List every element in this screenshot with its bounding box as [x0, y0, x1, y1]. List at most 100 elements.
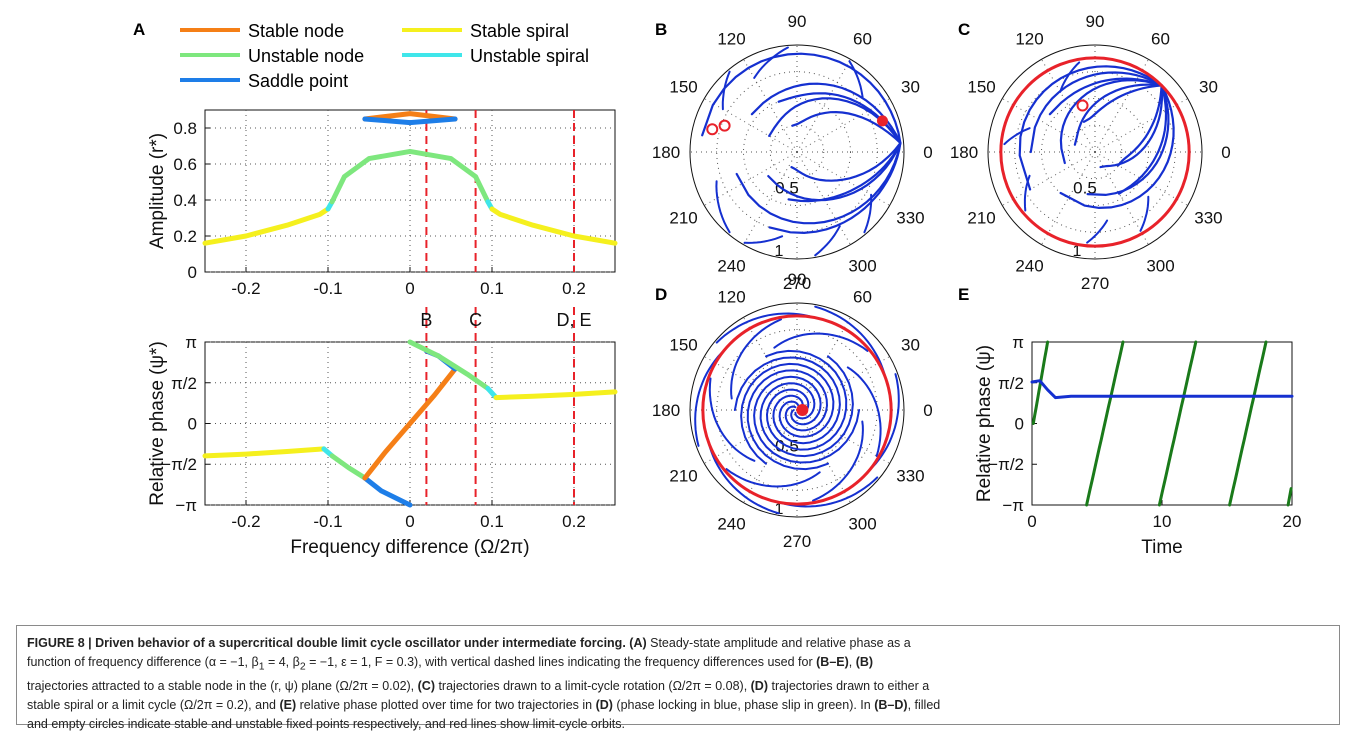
y-tick-label: π — [1012, 333, 1024, 352]
legend-label-saddle-point: Saddle point — [248, 71, 348, 91]
phase-slip-line — [1157, 340, 1198, 507]
figure-caption: FIGURE 8 | Driven behavior of a supercri… — [16, 625, 1340, 731]
stable-fixed-point — [876, 115, 888, 127]
trajectory — [791, 110, 902, 145]
trajectory — [1099, 84, 1164, 169]
amplitude-plot: -0.2 -0.1 0 0.1 0.2 0 0.2 0.4 0.6 0.8 Amplitude (r… — [147, 109, 618, 298]
limit-cycle — [999, 56, 1191, 248]
x-axis-label: Frequency difference (Ω/2π) — [290, 537, 529, 558]
polar-grid-circle — [743, 356, 851, 464]
angle-tick-label: 240 — [1015, 256, 1043, 275]
trajectory — [767, 141, 902, 202]
polar-grid-circle — [1067, 124, 1123, 180]
y-tick-label: 0.6 — [173, 155, 197, 174]
angle-tick-label: 30 — [901, 336, 920, 355]
radial-tick-label: 0.5 — [1073, 178, 1097, 197]
trajectory — [787, 141, 902, 203]
vline-label: B — [420, 310, 432, 330]
angle-tick-label: 300 — [848, 514, 876, 533]
angle-tick-label: 180 — [652, 143, 680, 162]
legend-label-unstable-spiral: Unstable spiral — [470, 46, 589, 66]
trajectory — [1059, 79, 1163, 165]
legend-label-stable-spiral: Stable spiral — [470, 21, 569, 41]
caption-text: = −1, ε = 1, F = 0.3), with vertical das… — [305, 655, 817, 669]
trajectory — [707, 441, 780, 515]
angle-tick-label: 150 — [967, 78, 995, 97]
caption-subscript: 2 — [299, 661, 306, 673]
vline-label: D, E — [556, 310, 591, 330]
caption-text: , filled — [907, 697, 941, 712]
angle-tick-label: 150 — [669, 78, 697, 97]
trajectory — [1139, 195, 1150, 232]
trajectory — [1003, 127, 1031, 146]
polar-grid-circle — [1041, 98, 1149, 206]
trajectory — [1082, 84, 1163, 123]
trajectory — [1073, 83, 1163, 146]
x-tick-label: 0.2 — [562, 512, 586, 531]
caption-text: trajectories drawn to either a — [768, 678, 930, 693]
trajectory — [730, 318, 782, 400]
trajectory — [868, 373, 900, 472]
angle-tick-label: 120 — [717, 30, 745, 49]
trajectory — [725, 468, 821, 488]
angle-tick-label: 210 — [669, 209, 697, 228]
angle-tick-label: 240 — [717, 514, 745, 533]
trajectory — [1023, 174, 1031, 212]
trajectory — [768, 141, 902, 235]
trajectory — [814, 225, 841, 257]
polar-grid-spoke — [796, 59, 851, 153]
trajectory — [721, 70, 731, 111]
y-tick-label: π — [185, 333, 197, 352]
y-tick-label: π/2 — [171, 374, 197, 393]
trajectory — [814, 305, 887, 379]
phase-slip-line — [1228, 340, 1268, 507]
y-tick-label: 0.2 — [173, 227, 197, 246]
caption-text: function of frequency difference (α = −1… — [27, 655, 259, 669]
series-unstable-node — [329, 453, 368, 481]
caption-line-3: trajectories attracted to a stable node … — [27, 677, 1329, 696]
y-axis-label: Relative phase (ψ) — [974, 345, 995, 502]
polar-frame — [689, 44, 905, 260]
y-tick-label: −π/2 — [988, 455, 1024, 474]
trajectory — [715, 312, 815, 344]
trajectory — [768, 97, 902, 145]
y-tick-label: π/2 — [998, 374, 1024, 393]
caption-text: = 4, β — [264, 655, 300, 669]
caption-text: Steady-state amplitude and relative phas… — [646, 636, 911, 650]
series-stable-spiral — [493, 389, 618, 401]
panel-label-e: E — [958, 285, 969, 304]
angle-tick-label: 300 — [1146, 256, 1174, 275]
radial-tick-label: 1 — [1073, 243, 1082, 260]
series-stable-spiral — [202, 206, 331, 246]
limit-cycle — [701, 314, 893, 506]
y-axis-label: Relative phase (ψ*) — [147, 341, 168, 506]
trajectory — [765, 349, 848, 451]
polar-grid-spoke — [1041, 151, 1096, 245]
trajectory — [779, 476, 879, 508]
y-tick-label: −π/2 — [161, 455, 197, 474]
angle-tick-label: 30 — [901, 78, 920, 97]
time-phase-plot: 0 10 20 −π −π/2 0 π/2 π Relative phase (ψ) Time — [974, 333, 1301, 558]
y-axis-label: Amplitude (r*) — [147, 133, 168, 249]
caption-text: trajectories attracted to a stable node … — [27, 678, 418, 693]
caption-ref: (B–E) — [816, 655, 849, 669]
angle-tick-label: 0 — [1221, 143, 1230, 162]
angle-tick-label: 0 — [923, 143, 932, 162]
trajectory — [790, 141, 902, 182]
x-tick-label: 0.1 — [480, 279, 504, 298]
angle-tick-label: 60 — [1151, 30, 1170, 49]
angle-tick-label: 270 — [783, 532, 811, 551]
trajectory — [740, 362, 835, 465]
panel-label-b: B — [655, 20, 667, 39]
panel-label-c: C — [958, 20, 970, 39]
angle-tick-label: 210 — [669, 467, 697, 486]
trajectory — [1086, 84, 1170, 197]
polar-grid-spoke — [1094, 151, 1188, 206]
angle-tick-label: 330 — [896, 209, 924, 228]
stable-fixed-point — [796, 404, 809, 416]
y-tick-label: −π — [175, 496, 197, 515]
x-tick-label: 0.1 — [480, 512, 504, 531]
trajectory — [812, 420, 864, 502]
trajectory — [746, 369, 829, 471]
